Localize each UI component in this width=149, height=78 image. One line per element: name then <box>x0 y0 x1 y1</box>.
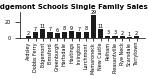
Bar <box>69 31 74 38</box>
Bar <box>105 36 110 38</box>
Text: 6: 6 <box>56 28 59 33</box>
Bar <box>48 32 52 38</box>
Text: 9: 9 <box>70 26 73 31</box>
Text: 8: 8 <box>84 26 88 31</box>
Text: 7: 7 <box>34 27 37 32</box>
Bar <box>91 15 96 38</box>
Text: 2: 2 <box>135 31 138 36</box>
Bar <box>62 32 67 38</box>
Bar <box>134 36 139 38</box>
Bar <box>98 29 103 38</box>
Text: 7: 7 <box>77 27 80 32</box>
Text: 1: 1 <box>128 32 131 37</box>
Text: 3: 3 <box>106 30 109 35</box>
Text: 2: 2 <box>121 31 124 36</box>
Text: 7: 7 <box>48 27 52 32</box>
Bar <box>55 33 60 38</box>
Bar <box>127 37 132 38</box>
Bar <box>76 32 81 38</box>
Text: 3: 3 <box>113 30 117 35</box>
Text: 11: 11 <box>97 24 104 29</box>
Text: 2: 2 <box>27 31 30 36</box>
Title: Edgemont Schools Single Family Sales 2015: Edgemont Schools Single Family Sales 201… <box>0 4 149 10</box>
Text: 11: 11 <box>40 24 46 29</box>
Bar <box>112 36 118 38</box>
Bar <box>26 36 31 38</box>
Bar <box>33 32 38 38</box>
Bar <box>120 36 125 38</box>
Bar <box>84 32 89 38</box>
Text: 8: 8 <box>63 26 66 31</box>
Text: 29: 29 <box>90 10 96 15</box>
Bar <box>40 29 45 38</box>
